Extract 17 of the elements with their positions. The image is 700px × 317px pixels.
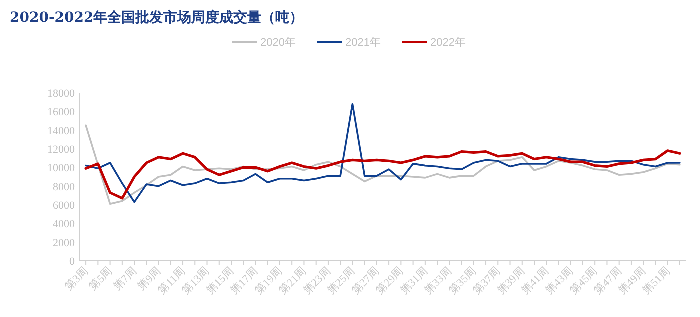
y-tick-label: 16000	[48, 106, 76, 119]
y-tick-label: 18000	[48, 88, 76, 100]
chart-title: 2020-2022年全国批发市场周度成交量（吨）	[10, 9, 304, 26]
legend-label: 2020年	[260, 37, 296, 49]
y-tick-label: 10000	[48, 162, 76, 175]
y-tick-label: 0	[70, 256, 76, 268]
y-tick-label: 4000	[53, 218, 76, 231]
y-tick-label: 2000	[53, 237, 76, 250]
y-tick-label: 8000	[53, 181, 76, 194]
legend-label: 2022年	[430, 37, 466, 49]
line-series	[85, 103, 681, 204]
legend-label: 2021年	[346, 37, 381, 49]
line-series	[84, 150, 682, 200]
y-tick-label: 12000	[48, 144, 76, 156]
line-series	[85, 124, 681, 205]
y-tick-label: 14000	[48, 125, 76, 138]
y-tick-label: 6000	[53, 200, 76, 212]
